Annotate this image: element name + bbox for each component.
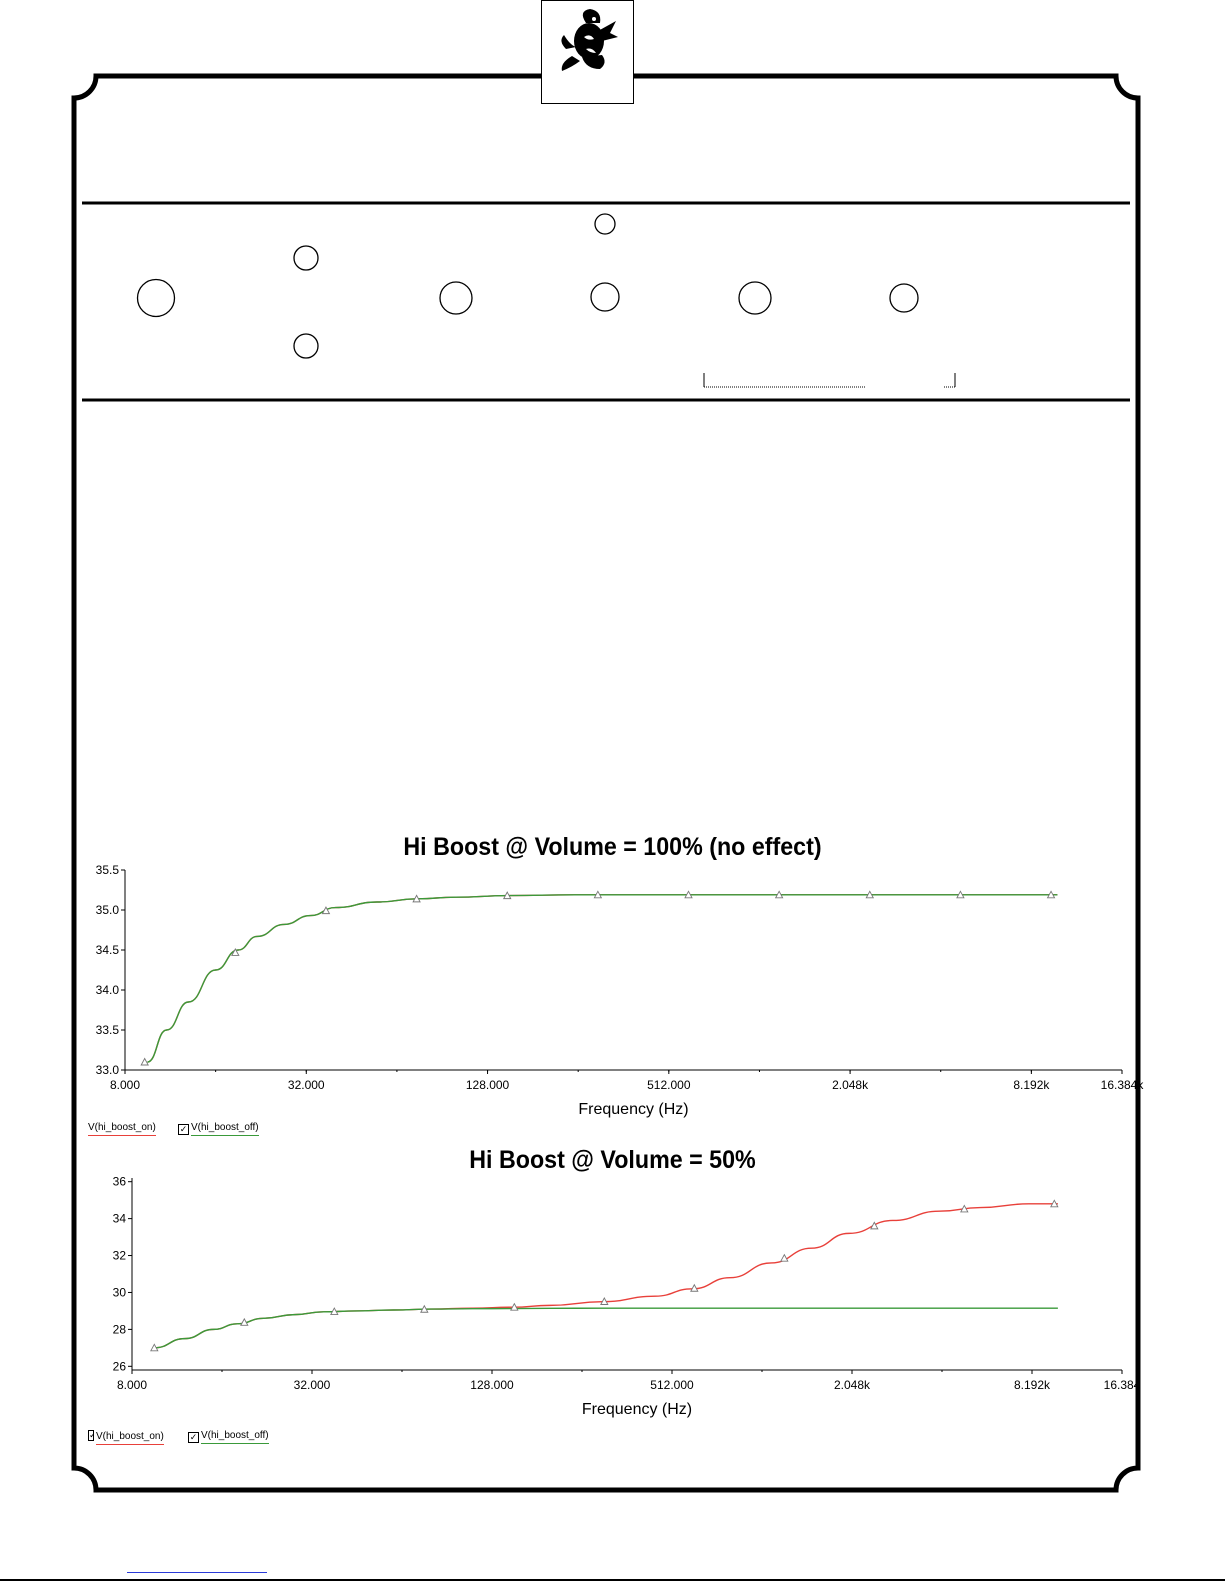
data-point-marker [780,1253,789,1262]
data-point-marker [690,1283,699,1292]
chart-1-title: Hi Boost @ Volume = 100% (no effect) [403,833,822,861]
chart-2: 26 28 30 32 34 36 8.000 32.000 128.000 512.000 2.0… [113,1175,1141,1418]
x-axis-label: Frequency (Hz) [578,1101,688,1118]
data-point-marker [684,890,693,899]
data-point-marker [502,891,512,900]
y-tick-label: 35.5 [96,863,120,877]
chart-1: 33.0 33.5 34.0 34.5 35.0 35.5 8.000 32.000 128.0… [96,863,1145,1118]
series-line [154,1203,1058,1349]
legend-label: V(hi_boost_on) [88,1122,156,1133]
y-tick-label: 30 [113,1285,127,1299]
x-tick-label: 32.000 [294,1378,331,1392]
data-point-marker [870,1221,879,1230]
x-tick-label: 8.000 [110,1078,140,1092]
x-tick-label: 512.000 [650,1378,694,1392]
x-tick-label: 2.048k [832,1078,869,1092]
series-v-hi-boost-on- [154,1203,1058,1349]
data-point-marker [330,1307,339,1315]
data-point-marker [593,890,603,899]
legend-checkbox[interactable]: ✓ [188,1432,199,1443]
data-point-marker [150,1343,159,1352]
series-v-hi-boost-off- [147,894,1058,1063]
series-line [154,1307,1058,1349]
y-tick-label: 34 [113,1212,127,1226]
markers [150,1199,1059,1352]
y-tick-label: 34.5 [96,943,120,957]
data-point-marker [140,1057,149,1066]
data-point-marker [240,1317,249,1326]
x-tick-label: 16.384 [1104,1378,1141,1392]
legend-label: V(hi_boost_on) [96,1431,164,1442]
hyperlink-underline[interactable] [127,1572,267,1573]
legend-item-hi-boost-off[interactable]: ✓ V(hi_boost_off) [178,1122,259,1136]
data-point-marker [774,890,784,899]
chart-1-legend: V(hi_boost_on) ✓ V(hi_boost_off) [88,1122,488,1140]
y-tick-label: 36 [113,1175,127,1189]
chart-2-legend: ✓V(hi_boost_on) ✓V(hi_boost_off) [88,1430,488,1448]
data-point-marker [510,1302,519,1311]
logo-box [541,0,634,104]
x-tick-label: 512.000 [647,1078,691,1092]
page-footer-rule [0,1579,1225,1581]
x-tick-label: 32.000 [288,1078,325,1092]
data-point-marker [412,894,421,903]
data-point-marker [420,1304,429,1313]
legend-label: V(hi_boost_off) [201,1430,269,1441]
y-tick-label: 35.0 [96,903,120,917]
y-tick-label: 33.0 [96,1063,120,1077]
chart-2-title: Hi Boost @ Volume = 50% [469,1146,756,1174]
legend-item-hi-boost-on[interactable]: ✓V(hi_boost_on) [88,1430,164,1445]
x-tick-label: 16.384k [1101,1078,1145,1092]
legend-checkbox[interactable]: ✓ [178,1124,189,1135]
series-v-hi-boost-off- [154,1307,1058,1349]
y-tick-label: 26 [113,1359,127,1373]
y-tick-label: 34.0 [96,983,120,997]
x-tick-label: 8.192k [1013,1078,1050,1092]
x-tick-label: 8.000 [117,1378,147,1392]
series-line [147,894,1058,1063]
dragon-logo-icon [561,9,618,71]
y-tick-label: 32 [113,1249,127,1263]
data-point-marker [321,906,331,915]
series-line [147,894,1058,1063]
axes: 33.0 33.5 34.0 34.5 35.0 35.5 8.000 32.000 128.0… [96,863,1145,1092]
data-point-marker [1046,890,1056,899]
x-axis-label: Frequency (Hz) [582,1401,692,1418]
data-point-marker [960,1204,969,1213]
legend-item-hi-boost-off[interactable]: ✓ V(hi_boost_off) [188,1430,269,1444]
legend-label: V(hi_boost_off) [191,1122,259,1133]
x-tick-label: 2.048k [834,1378,871,1392]
data-point-marker [956,890,965,899]
markers [140,890,1056,1066]
data-point-marker [865,890,875,899]
y-tick-label: 33.5 [96,1023,120,1037]
data-point-marker [231,948,240,956]
legend-item-hi-boost-on[interactable]: V(hi_boost_on) [88,1122,156,1136]
legend-checkbox[interactable]: ✓ [88,1430,94,1441]
series-v-hi-boost-on- [147,894,1058,1063]
axes: 26 28 30 32 34 36 8.000 32.000 128.000 512.000 2.0… [113,1175,1141,1392]
data-point-marker [1050,1199,1059,1208]
x-tick-label: 128.000 [470,1378,514,1392]
x-tick-label: 8.192k [1014,1378,1051,1392]
x-tick-label: 128.000 [466,1078,510,1092]
data-point-marker [600,1297,609,1305]
y-tick-label: 28 [113,1322,127,1336]
